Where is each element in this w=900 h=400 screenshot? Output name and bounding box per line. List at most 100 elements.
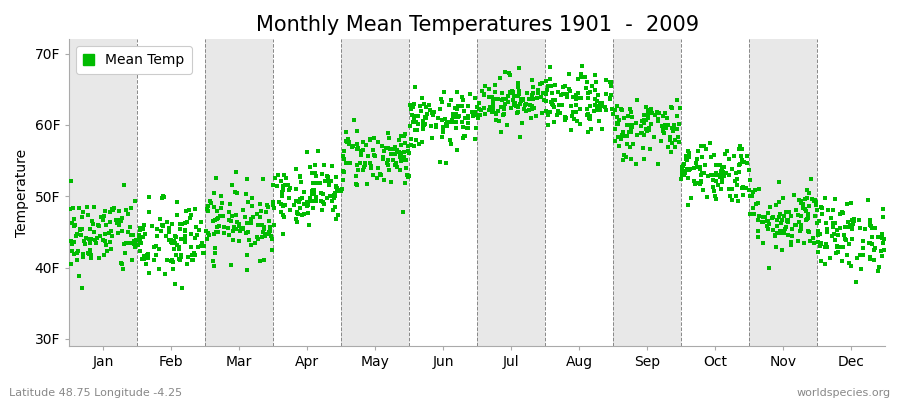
Mean Temp (503, 89, 517, 96)
Mean Temp (340, 137, 355, 144)
Mean Temp (175, 285, 189, 291)
Mean Temp (82, 251, 96, 258)
Mean Temp (713, 161, 727, 168)
Mean Temp (393, 151, 408, 158)
Mean Temp (278, 201, 293, 208)
Mean Temp (278, 175, 293, 181)
Mean Temp (583, 103, 598, 109)
Mean Temp (417, 101, 431, 108)
Mean Temp (507, 102, 521, 108)
Mean Temp (391, 147, 405, 154)
Mean Temp (476, 91, 491, 98)
Mean Temp (775, 247, 789, 254)
Mean Temp (810, 207, 824, 213)
Mean Temp (865, 240, 879, 247)
Mean Temp (260, 231, 274, 238)
Mean Temp (581, 90, 596, 96)
Mean Temp (392, 137, 406, 143)
Mean Temp (862, 240, 877, 246)
Mean Temp (231, 221, 246, 227)
Mean Temp (117, 241, 131, 247)
Mean Temp (274, 189, 289, 196)
Mean Temp (660, 115, 674, 122)
Mean Temp (190, 232, 204, 238)
Mean Temp (573, 106, 588, 112)
Mean Temp (569, 108, 583, 115)
Mean Temp (517, 96, 531, 103)
Mean Temp (863, 254, 878, 260)
Mean Temp (623, 106, 637, 112)
Bar (477, 39, 545, 346)
Mean Temp (261, 204, 275, 210)
Mean Temp (196, 242, 211, 249)
Mean Temp (781, 219, 796, 226)
Mean Temp (225, 182, 239, 188)
Mean Temp (276, 182, 291, 189)
Mean Temp (155, 195, 169, 201)
Mean Temp (827, 220, 842, 226)
Mean Temp (392, 150, 407, 156)
Mean Temp (559, 115, 573, 122)
Mean Temp (672, 105, 687, 111)
Mean Temp (619, 133, 634, 140)
Mean Temp (320, 172, 334, 179)
Mean Temp (810, 232, 824, 238)
Mean Temp (640, 128, 654, 135)
Mean Temp (408, 113, 422, 119)
Mean Temp (811, 229, 825, 235)
Mean Temp (643, 106, 657, 113)
Mean Temp (579, 85, 593, 91)
Mean Temp (864, 223, 878, 229)
Mean Temp (255, 221, 269, 228)
Mean Temp (562, 71, 576, 77)
Mean Temp (336, 177, 350, 184)
Mean Temp (363, 137, 377, 143)
Mean Temp (178, 208, 193, 214)
Mean Temp (580, 128, 595, 135)
Mean Temp (84, 255, 98, 261)
Mean Temp (399, 156, 413, 163)
Mean Temp (292, 198, 307, 205)
Mean Temp (513, 101, 527, 108)
Mean Temp (358, 160, 373, 166)
Mean Temp (775, 228, 789, 234)
Mean Temp (840, 201, 854, 208)
Mean Temp (548, 97, 562, 104)
Mean Temp (437, 116, 452, 122)
Mean Temp (603, 78, 617, 85)
Mean Temp (604, 83, 618, 89)
Mean Temp (736, 192, 751, 198)
Mean Temp (518, 108, 533, 114)
Mean Temp (622, 129, 636, 135)
Mean Temp (852, 216, 867, 223)
Mean Temp (444, 141, 458, 147)
Mean Temp (162, 229, 176, 235)
Mean Temp (404, 142, 419, 148)
Mean Temp (121, 211, 135, 218)
Mean Temp (508, 102, 523, 109)
Mean Temp (735, 184, 750, 190)
Mean Temp (609, 121, 624, 127)
Mean Temp (386, 157, 400, 163)
Mean Temp (553, 110, 567, 116)
Mean Temp (145, 222, 159, 229)
Mean Temp (824, 215, 839, 221)
Mean Temp (468, 95, 482, 102)
Mean Temp (167, 240, 182, 246)
Mean Temp (166, 246, 181, 252)
Mean Temp (206, 218, 220, 224)
Mean Temp (210, 208, 224, 215)
Mean Temp (367, 153, 382, 159)
Mean Temp (173, 257, 187, 263)
Mean Temp (316, 190, 330, 197)
Mean Temp (595, 126, 609, 132)
Mean Temp (876, 234, 890, 241)
Mean Temp (498, 69, 512, 76)
Mean Temp (608, 107, 623, 114)
Mean Temp (400, 172, 414, 178)
Mean Temp (468, 109, 482, 116)
Mean Temp (698, 162, 712, 169)
Mean Temp (65, 241, 79, 247)
Mean Temp (522, 96, 536, 102)
Mean Temp (382, 167, 396, 173)
